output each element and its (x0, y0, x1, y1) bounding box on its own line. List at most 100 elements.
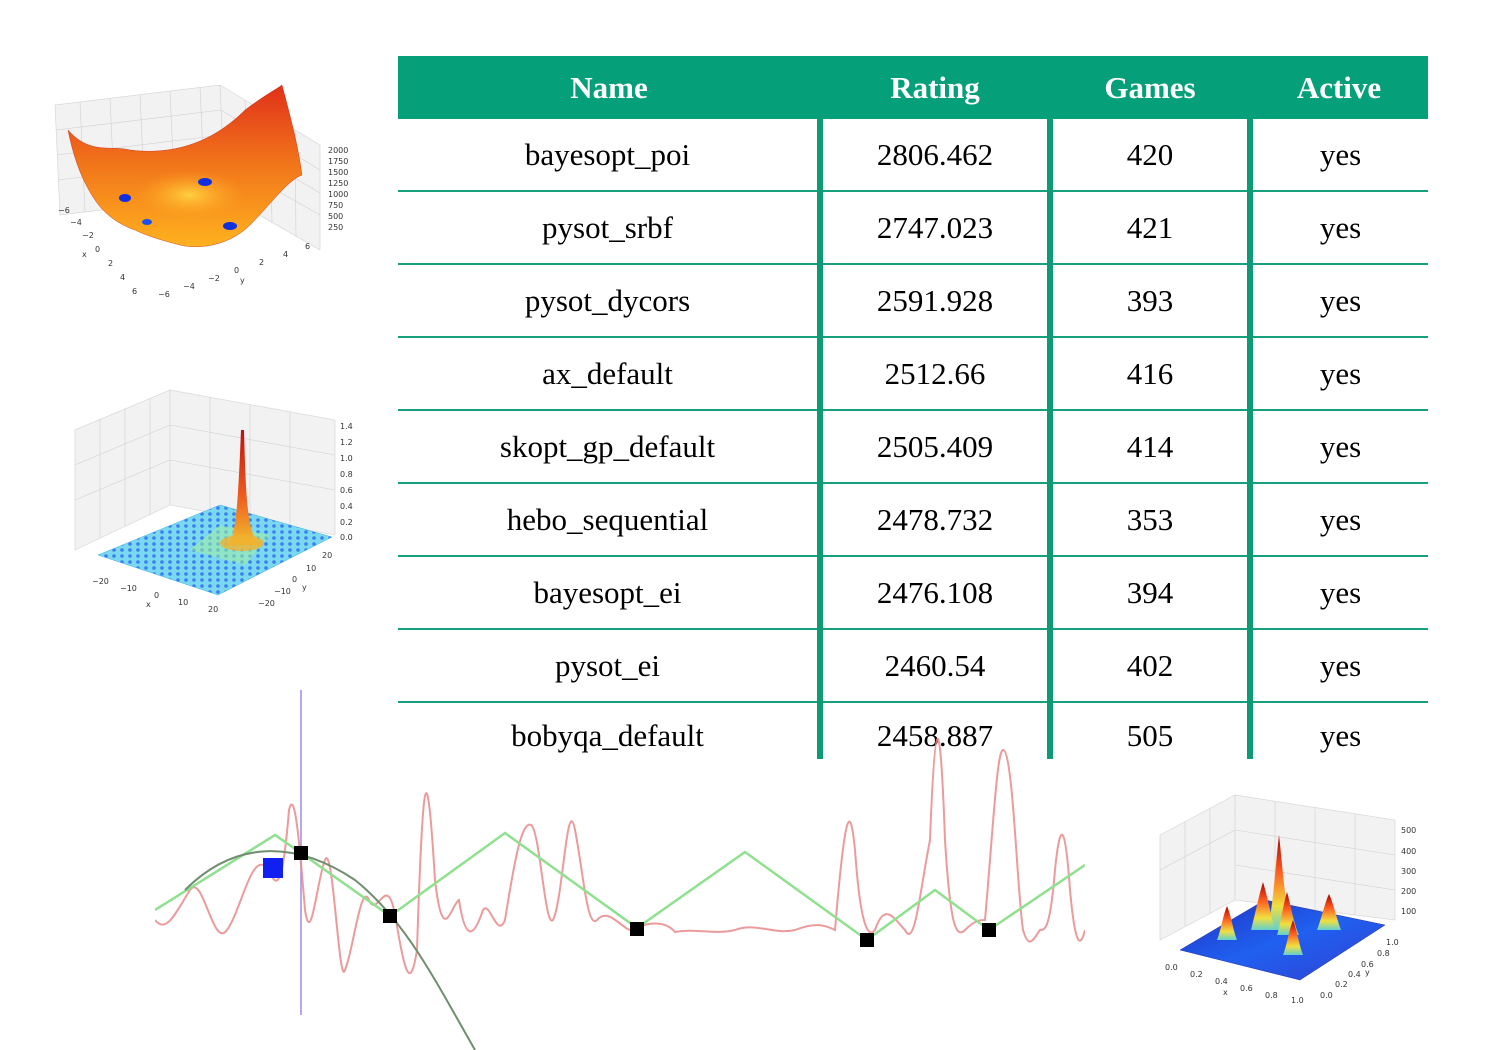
cell-active: yes (1250, 337, 1428, 411)
table-row: pysot_dycors 2591.928 393 yes (398, 264, 1428, 338)
svg-text:20: 20 (322, 551, 332, 560)
table-row: bayesopt_ei 2476.108 394 yes (398, 556, 1428, 630)
cell-name: hebo_sequential (398, 483, 823, 557)
sample-point (294, 846, 308, 860)
table-row: bayesopt_poi 2806.462 420 yes (398, 119, 1428, 192)
table-row: skopt_gp_default 2505.409 414 yes (398, 410, 1428, 484)
svg-text:0.2: 0.2 (340, 518, 353, 527)
cell-rating: 2747.023 (820, 191, 1053, 265)
svg-text:1750: 1750 (328, 157, 348, 166)
svg-text:−2: −2 (82, 231, 94, 240)
cell-name: skopt_gp_default (398, 410, 823, 484)
cell-rating: 2512.66 (820, 337, 1053, 411)
y-axis-ticks: 1.0 0.8 0.6 0.4 0.2 0.0 y (1320, 938, 1399, 1000)
svg-text:0.6: 0.6 (1361, 960, 1374, 969)
svg-text:0.4: 0.4 (340, 502, 353, 511)
svg-text:0.0: 0.0 (1320, 991, 1333, 1000)
cell-games: 353 (1050, 483, 1253, 557)
svg-text:0.2: 0.2 (1335, 980, 1348, 989)
svg-text:500: 500 (328, 212, 343, 221)
column-header-name[interactable]: Name (398, 56, 820, 119)
cell-active: yes (1250, 483, 1428, 557)
cell-name: pysot_dycors (398, 264, 823, 338)
minima-markers (119, 178, 237, 230)
svg-text:20: 20 (208, 605, 218, 614)
cell-games: 414 (1050, 410, 1253, 484)
svg-text:0: 0 (95, 245, 100, 254)
cell-games: 402 (1050, 629, 1253, 703)
cell-games: 421 (1050, 191, 1253, 265)
peaks (1217, 835, 1341, 955)
cell-active: yes (1250, 410, 1428, 484)
svg-text:x: x (1223, 988, 1228, 997)
cell-name: ax_default (398, 337, 823, 411)
cell-rating: 2505.409 (820, 410, 1053, 484)
cell-rating: 2476.108 (820, 556, 1053, 630)
svg-text:y: y (240, 276, 245, 285)
column-header-rating[interactable]: Rating (820, 56, 1050, 119)
svg-text:0.8: 0.8 (1265, 991, 1278, 1000)
spike-peak (228, 430, 260, 545)
svg-text:−20: −20 (92, 577, 109, 586)
svg-text:10: 10 (306, 564, 316, 573)
sample-point (982, 923, 996, 937)
cell-name: bobyqa_default (398, 702, 823, 759)
cell-games: 505 (1050, 702, 1253, 759)
table-row: ax_default 2512.66 416 yes (398, 337, 1428, 411)
svg-text:0.0: 0.0 (340, 533, 353, 542)
svg-text:x: x (82, 250, 87, 259)
svg-text:−6: −6 (158, 290, 170, 299)
leaderboard-table: Name Rating Games Active bayesopt_poi 28… (398, 56, 1428, 759)
svg-text:−4: −4 (183, 282, 195, 291)
svg-text:y: y (302, 583, 307, 592)
sample-point (630, 922, 644, 936)
svg-text:300: 300 (1401, 867, 1416, 876)
svg-text:1.4: 1.4 (340, 422, 353, 431)
sample-point (383, 909, 397, 923)
svg-text:0.6: 0.6 (340, 486, 353, 495)
cell-name: pysot_srbf (398, 191, 823, 265)
svg-text:0.4: 0.4 (1215, 977, 1228, 986)
bowl-surface (67, 85, 303, 247)
svg-text:6: 6 (132, 287, 137, 296)
z-axis-ticks: 1.4 1.2 1.0 0.8 0.6 0.4 0.2 0.0 (340, 422, 353, 542)
svg-text:−2: −2 (208, 274, 220, 283)
cell-games: 416 (1050, 337, 1253, 411)
cell-active: yes (1250, 556, 1428, 630)
svg-text:0.2: 0.2 (1190, 970, 1203, 979)
svg-text:2000: 2000 (328, 146, 348, 155)
cell-active: yes (1250, 191, 1428, 265)
x-axis-ticks: −20 −10 0 10 20 x (92, 577, 218, 614)
cell-active: yes (1250, 629, 1428, 703)
svg-text:400: 400 (1401, 847, 1416, 856)
svg-text:1.0: 1.0 (1386, 938, 1399, 947)
svg-text:1.0: 1.0 (1291, 996, 1304, 1005)
sample-markers (294, 846, 996, 947)
svg-text:0: 0 (234, 266, 239, 275)
svg-text:y: y (1365, 968, 1370, 977)
svg-text:250: 250 (328, 223, 343, 232)
svg-text:10: 10 (178, 598, 188, 607)
svg-text:1.0: 1.0 (340, 454, 353, 463)
svg-text:1250: 1250 (328, 179, 348, 188)
cell-rating: 2460.54 (820, 629, 1053, 703)
svg-text:6: 6 (305, 242, 310, 251)
svg-text:100: 100 (1401, 907, 1416, 916)
table-row: hebo_sequential 2478.732 353 yes (398, 483, 1428, 557)
cell-name: pysot_ei (398, 629, 823, 703)
surface-plot-peaks: 500 400 300 200 100 0.0 0.2 0.4 0.6 0.8 … (1155, 790, 1435, 1005)
y-axis-ticks: −6 −4 −2 0 2 4 6 y (158, 242, 310, 299)
cell-games: 394 (1050, 556, 1253, 630)
y-axis-ticks: 20 10 0 −10 −20 y (258, 551, 332, 608)
x-axis-ticks: 0.0 0.2 0.4 0.6 0.8 1.0 x (1165, 963, 1304, 1005)
column-header-active[interactable]: Active (1250, 56, 1428, 119)
svg-text:x: x (146, 600, 151, 609)
column-header-games[interactable]: Games (1050, 56, 1250, 119)
cell-rating: 2591.928 (820, 264, 1053, 338)
cell-games: 393 (1050, 264, 1253, 338)
svg-text:−6: −6 (58, 206, 70, 215)
cell-rating: 2478.732 (820, 483, 1053, 557)
sample-point (860, 933, 874, 947)
optimization-curve-plot (155, 690, 1085, 1050)
cell-name: bayesopt_poi (398, 119, 823, 192)
